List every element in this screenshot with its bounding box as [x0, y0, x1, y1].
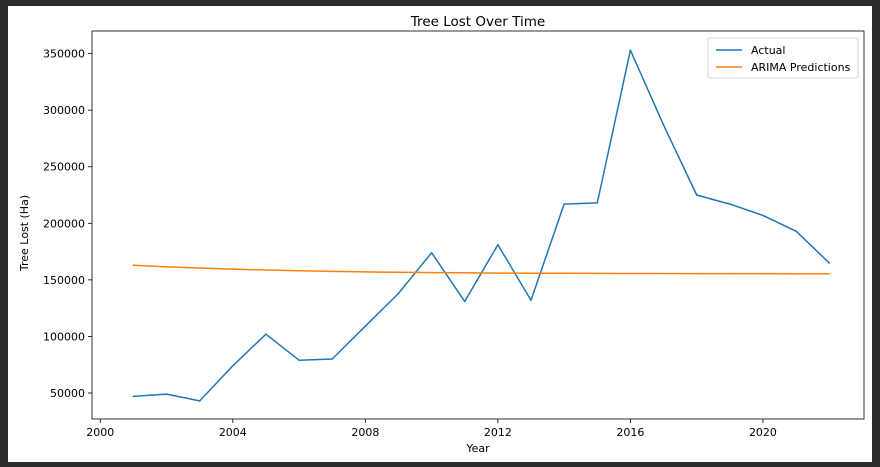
data-point — [662, 124, 665, 126]
data-point — [662, 272, 665, 275]
x-tick-label: 2016 — [616, 426, 644, 439]
legend-box — [707, 37, 859, 79]
data-point — [364, 271, 367, 273]
data-point — [232, 365, 234, 367]
data-point — [563, 272, 565, 275]
y-tick-label: 200000 — [43, 217, 85, 230]
data-point — [828, 262, 830, 264]
data-point — [729, 203, 731, 205]
data-point — [198, 400, 201, 402]
data-point — [530, 272, 532, 275]
data-point — [695, 272, 698, 275]
x-tick-label: 2008 — [351, 426, 379, 439]
y-tick-label: 100000 — [43, 330, 85, 343]
data-point — [828, 273, 830, 275]
data-point — [364, 325, 367, 328]
legend-label: ARIMA Predictions — [751, 61, 851, 74]
x-axis-label: Year — [465, 442, 490, 455]
series-layer — [132, 49, 830, 402]
data-point — [530, 299, 532, 302]
data-point — [265, 269, 267, 271]
data-point — [331, 358, 334, 360]
y-tick-label: 350000 — [43, 48, 85, 61]
series-line-1 — [133, 264, 830, 275]
data-point — [762, 214, 764, 217]
data-point — [132, 395, 135, 398]
data-point — [331, 270, 334, 273]
x-tick-label: 2004 — [219, 426, 247, 439]
data-point — [563, 203, 565, 205]
y-tick-label: 300000 — [43, 104, 85, 117]
data-point — [596, 272, 599, 275]
plot-frame — [91, 30, 865, 420]
data-point — [232, 268, 234, 270]
data-point — [629, 272, 632, 275]
data-point — [762, 272, 764, 275]
line-chart: Tree Lost Over Time 2000 2004 2008 2012 2016… — [18, 14, 865, 455]
data-point — [132, 264, 135, 267]
data-point — [463, 272, 466, 274]
y-tick-label: 150000 — [43, 274, 85, 287]
data-point — [298, 359, 300, 362]
data-point — [165, 266, 168, 268]
x-tick-label: 2000 — [86, 426, 114, 439]
data-point — [795, 272, 797, 275]
data-point — [695, 194, 698, 196]
axes: 2000 2004 2008 2012 2016 2020 50000 100000 15000… — [43, 30, 865, 439]
y-axis-label: Tree Lost (Ha) — [18, 195, 31, 272]
data-point — [430, 271, 433, 274]
series-line-0 — [133, 49, 830, 402]
data-point — [795, 230, 797, 232]
chart-figure: Tree Lost Over Time 2000 2004 2008 2012 2016… — [8, 6, 872, 462]
x-tick-label: 2020 — [749, 426, 777, 439]
legend: Actual ARIMA Predictions — [707, 37, 859, 79]
data-point — [397, 292, 400, 295]
data-point — [629, 49, 632, 51]
data-point — [430, 251, 433, 254]
data-point — [497, 272, 499, 274]
data-point — [198, 267, 201, 269]
chart-title: Tree Lost Over Time — [410, 14, 545, 30]
data-point — [729, 272, 731, 275]
data-point — [463, 300, 466, 303]
data-point — [298, 270, 300, 272]
legend-label: Actual — [751, 44, 785, 57]
data-point — [265, 333, 267, 336]
data-point — [397, 271, 400, 274]
y-tick-label: 50000 — [50, 387, 85, 400]
data-point — [596, 202, 599, 204]
x-tick-label: 2012 — [484, 426, 512, 439]
data-point — [165, 393, 168, 395]
data-point — [497, 244, 499, 246]
y-tick-label: 250000 — [43, 161, 85, 174]
